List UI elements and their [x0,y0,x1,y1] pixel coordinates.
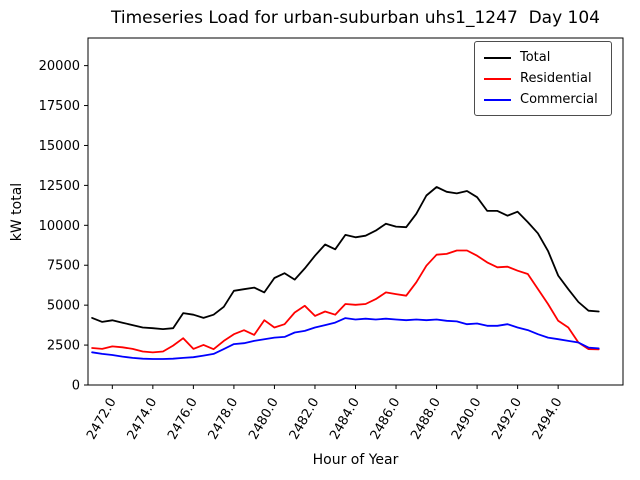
y-tick-label: 17500 [39,99,80,114]
legend-entry-residential: Residential [484,68,602,89]
series-line-residential [91,249,600,354]
total-line-swatch [484,56,511,59]
legend-label-total: Total [520,50,551,65]
x-tick-label: 2474.0 [125,396,161,443]
y-tick-label: 12500 [39,179,80,194]
x-tick-label: 2484.0 [327,396,363,443]
commercial-line-swatch [484,98,511,101]
x-tick-label: 2480.0 [246,396,282,443]
chart-title: Timeseries Load for urban-suburban uhs1_… [111,8,600,28]
x-tick-label: 2482.0 [287,396,323,443]
y-tick-label: 0 [72,379,80,394]
x-tick-label: 2494.0 [530,396,566,443]
y-tick-label: 20000 [39,59,80,74]
residential-line-swatch [484,77,511,80]
x-tick-label: 2492.0 [489,396,525,443]
x-tick-label: 2486.0 [368,396,404,443]
y-tick-label: 7500 [47,259,80,274]
y-tick-label: 2500 [47,339,80,354]
legend-label-residential: Residential [520,71,592,86]
legend-label-commercial: Commercial [520,92,598,107]
legend-entry-commercial: Commercial [484,89,602,110]
y-tick-label: 5000 [47,299,80,314]
series-line-total [91,186,600,331]
legend: Total Residential Commercial [474,41,612,116]
x-tick-label: 2478.0 [206,396,242,443]
y-tick-label: 10000 [39,219,80,234]
x-tick-label: 2472.0 [84,396,120,443]
x-tick-label: 2490.0 [449,396,485,443]
x-tick-label: 2488.0 [408,396,444,443]
y-axis-label: kW total [9,182,25,242]
x-axis-label: Hour of Year [312,452,399,468]
x-tick-label: 2476.0 [165,396,201,443]
legend-entry-total: Total [484,47,602,68]
y-tick-label: 15000 [39,139,80,154]
series-line-commercial [91,317,600,360]
